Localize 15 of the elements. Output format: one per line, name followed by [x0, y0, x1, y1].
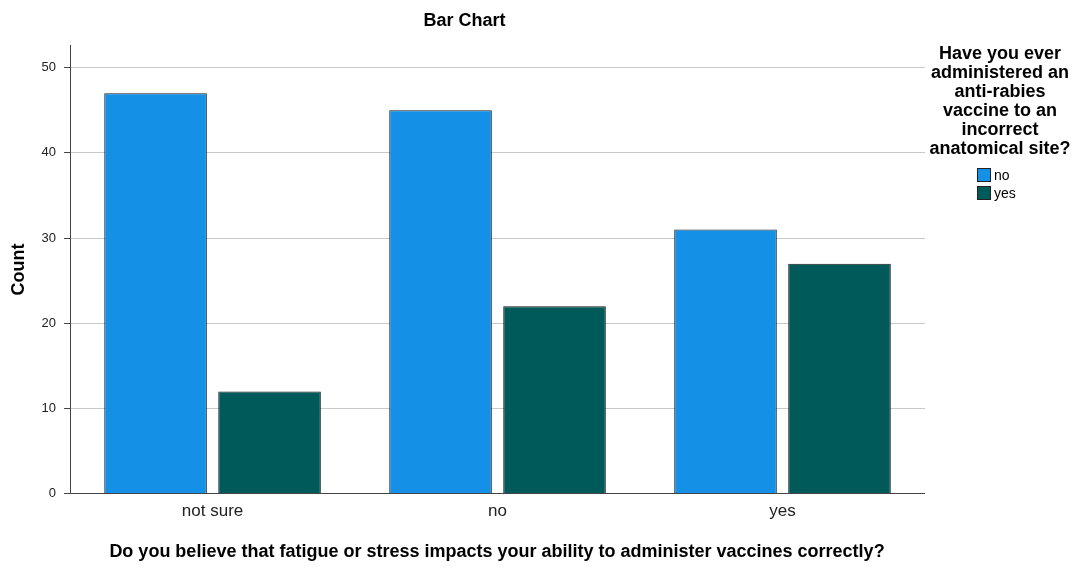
y-tick-label: 10: [41, 400, 57, 416]
x-tick-label: yes: [769, 501, 796, 521]
y-tick-label: 0: [48, 485, 57, 501]
legend-label: no: [994, 167, 1010, 183]
x-tick-label: not sure: [181, 501, 244, 521]
x-axis-title: Do you believe that fatigue or stress impacts your ability to administer vaccines correctly?: [108, 541, 886, 561]
legend-title: Have you ever administered an anti-rabies vaccine to an incorrect anatomical site?: [928, 43, 1072, 158]
legend-label: yes: [994, 185, 1016, 201]
chart-title: Bar Chart: [423, 9, 506, 30]
x-tick-label: no: [488, 501, 507, 521]
y-tick-label: 40: [41, 144, 57, 160]
y-tick-label: 50: [41, 59, 57, 75]
y-tick-label: 30: [41, 229, 57, 245]
y-tick-label: 20: [41, 314, 57, 330]
y-axis-title: Count: [7, 243, 28, 296]
